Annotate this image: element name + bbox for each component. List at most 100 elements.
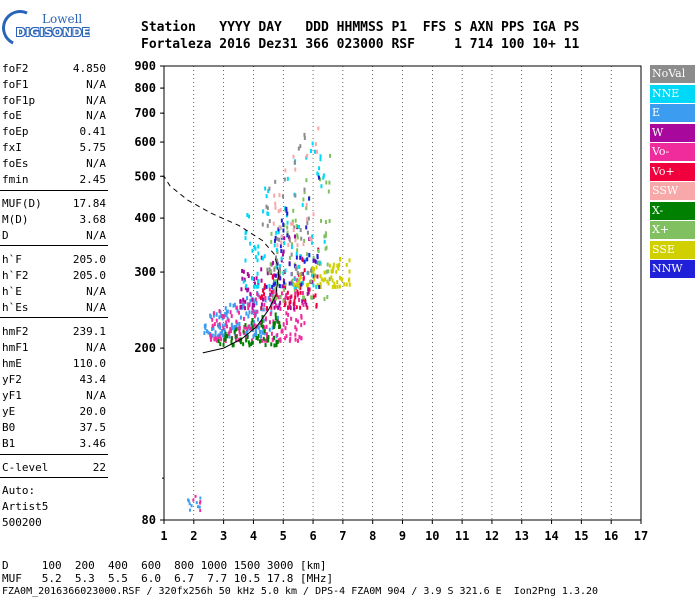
- param-value: 3.68: [79, 213, 107, 226]
- echo-mark: [269, 262, 272, 267]
- echo-mark: [295, 267, 298, 272]
- param-value: N/A: [86, 94, 106, 107]
- echo-mark: [213, 337, 216, 342]
- echo-mark: [223, 333, 226, 338]
- echo-mark: [211, 326, 214, 331]
- echo-mark: [331, 278, 334, 283]
- echo-mark: [262, 307, 265, 312]
- echo-mark: [310, 238, 313, 243]
- echo-mark: [272, 260, 275, 265]
- param-row: foF1p N/A: [2, 93, 106, 108]
- echo-mark: [268, 320, 271, 325]
- echo-mark: [290, 294, 293, 299]
- param-row: fmin 2.45: [2, 172, 106, 187]
- echo-mark: [312, 258, 315, 263]
- echo-mark: [296, 248, 299, 253]
- legend-item: X+: [650, 221, 695, 239]
- echo-mark: [252, 319, 255, 324]
- param-value: 22: [92, 461, 106, 474]
- echo-mark: [274, 235, 277, 240]
- param-row: C-level 22: [2, 460, 106, 475]
- echo-mark: [315, 149, 318, 154]
- echo-mark: [226, 334, 229, 339]
- echo-mark: [286, 233, 289, 238]
- echo-mark: [239, 299, 242, 304]
- echo-mark: [288, 301, 291, 306]
- echo-mark: [263, 292, 266, 297]
- param-row: h`E N/A: [2, 284, 106, 299]
- echo-mark: [253, 281, 256, 286]
- echo-mark: [233, 329, 236, 334]
- param-name: yF1: [2, 389, 22, 402]
- param-name: yF2: [2, 373, 22, 386]
- echo-mark: [328, 277, 331, 282]
- echo-mark: [320, 184, 323, 189]
- echo-mark: [240, 287, 243, 292]
- echo-mark: [283, 241, 286, 246]
- param-value: N/A: [86, 341, 106, 354]
- param-name: B1: [2, 437, 16, 450]
- echo-mark: [239, 315, 242, 320]
- echo-mark: [256, 317, 259, 322]
- echo-mark: [288, 338, 291, 343]
- echo-mark: [258, 339, 261, 344]
- echo-mark: [318, 260, 321, 265]
- echo-mark: [280, 234, 283, 239]
- x-tick-label: 2: [190, 529, 197, 543]
- echo-mark: [283, 280, 286, 285]
- echo-mark: [315, 304, 318, 309]
- echo-mark: [314, 273, 317, 278]
- echo-mark: [261, 294, 264, 299]
- echo-mark: [265, 316, 268, 321]
- echo-mark: [261, 222, 264, 227]
- echo-mark: [330, 275, 333, 280]
- echo-mark: [261, 338, 264, 343]
- echo-mark: [337, 266, 340, 271]
- echo-mark: [257, 281, 260, 286]
- echo-mark: [273, 238, 276, 243]
- echo-mark: [324, 246, 327, 251]
- echo-mark: [261, 330, 264, 335]
- echo-mark: [267, 338, 270, 343]
- echo-mark: [290, 252, 293, 257]
- echo-mark: [333, 281, 336, 286]
- echo-mark: [331, 284, 334, 289]
- footer-muf-row: MUF 5.2 5.3 5.5 6.0 6.7 7.7 10.5 17.8 [M…: [2, 572, 334, 585]
- header-labels: Station YYYY DAY DDD HHMMSS P1 FFS S AXN…: [141, 20, 580, 35]
- param-name: hmF2: [2, 325, 29, 338]
- echo-mark: [287, 305, 290, 310]
- echo-mark: [303, 268, 306, 273]
- echo-mark: [287, 234, 290, 239]
- echo-mark: [306, 291, 309, 296]
- echo-mark: [348, 258, 351, 263]
- echo-mark: [302, 276, 305, 281]
- echo-mark: [276, 261, 279, 266]
- echo-mark: [213, 322, 216, 327]
- echo-mark: [252, 309, 255, 314]
- echo-mark: [295, 305, 298, 310]
- echo-mark: [270, 231, 273, 236]
- footer-info: FZA0M_2016366023000.RSF / 320fx256h 50 k…: [2, 586, 599, 597]
- echo-mark: [291, 271, 294, 276]
- echo-mark: [222, 326, 225, 331]
- echo-mark: [309, 236, 312, 241]
- echo-mark: [272, 289, 275, 294]
- echo-mark: [276, 333, 279, 338]
- echo-mark: [251, 302, 254, 307]
- echo-mark: [223, 337, 226, 342]
- param-name: B0: [2, 421, 16, 434]
- param-name: foF2: [2, 62, 29, 75]
- echo-mark: [242, 297, 245, 302]
- echo-mark: [312, 283, 315, 288]
- echo-mark: [277, 295, 280, 300]
- echo-mark: [271, 275, 274, 280]
- param-name: h`F2: [2, 269, 29, 282]
- legend-item: NNW: [650, 260, 695, 278]
- y-tick-label: 300: [134, 265, 156, 279]
- echo-mark: [289, 295, 292, 300]
- echo-mark: [326, 295, 329, 300]
- param-value: N/A: [86, 301, 106, 314]
- echo-mark: [300, 336, 303, 341]
- echo-mark: [294, 238, 297, 243]
- echo-mark: [198, 505, 201, 509]
